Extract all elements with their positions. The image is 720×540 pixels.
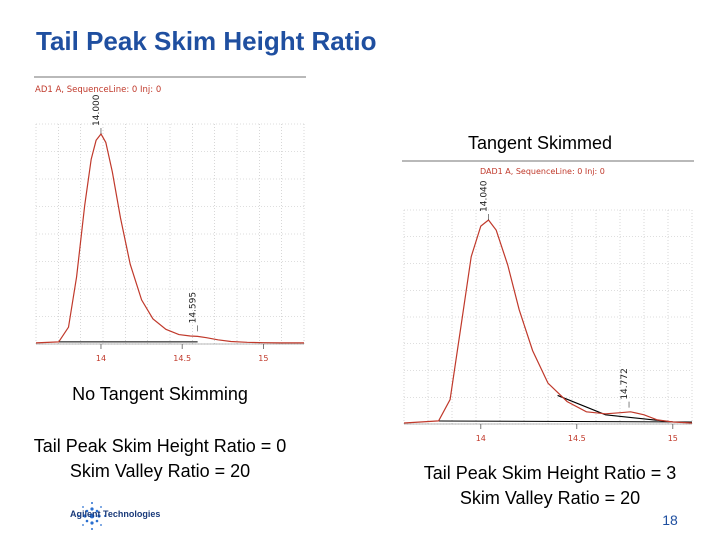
baseline-line — [438, 420, 693, 423]
right-caption: Tangent Skimmed — [467, 133, 613, 153]
chart-grid — [35, 123, 305, 345]
left-valley-line: Skim Valley Ratio = 20 — [69, 461, 251, 481]
page-number: 18 — [662, 512, 678, 528]
x-tick-label: 15 — [258, 354, 268, 363]
chromatogram-no-tangent: AD1 A, SequenceLine: 0 Inj: 0 14 14.5 1514… — [34, 76, 306, 363]
chart-marks: 14 14.5 15 14.040 14.772 — [403, 180, 693, 443]
chromatogram-tangent-skimmed: DAD1 A, SequenceLine: 0 Inj: 0 14 14.5 151… — [402, 160, 694, 443]
slide-title: Tail Peak Skim Height Ratio — [36, 26, 377, 56]
chart-header: AD1 A, SequenceLine: 0 Inj: 0 — [35, 85, 161, 95]
chromatogram-trace — [35, 132, 304, 344]
chart-header: DAD1 A, SequenceLine: 0 Inj: 0 — [480, 167, 605, 176]
left-caption: No Tangent Skimming — [72, 384, 248, 404]
peak-label: 14.772 — [620, 368, 630, 400]
x-tick-label: 15 — [668, 434, 678, 443]
x-tick-label: 14.5 — [568, 434, 586, 443]
x-tick-label: 14 — [96, 354, 106, 363]
right-ratio-line: Tail Peak Skim Height Ratio = 3 — [423, 463, 677, 483]
right-valley-line: Skim Valley Ratio = 20 — [459, 488, 641, 508]
tangent-skim-line — [557, 394, 673, 423]
chromatogram-trace — [403, 219, 693, 424]
left-ratio-line: Tail Peak Skim Height Ratio = 0 — [33, 436, 287, 456]
chart-marks: 14 14.5 15 14.000 14.595 — [35, 94, 304, 363]
chart-grid — [403, 209, 693, 425]
peak-label: 14.000 — [92, 94, 102, 126]
x-tick-label: 14.5 — [173, 354, 191, 363]
peak-label: 14.040 — [479, 180, 489, 212]
x-tick-label: 14 — [476, 434, 486, 443]
peak-label: 14.595 — [189, 292, 199, 324]
logo-text: Agilent Technologies — [70, 509, 161, 519]
agilent-logo-icon — [78, 502, 106, 530]
